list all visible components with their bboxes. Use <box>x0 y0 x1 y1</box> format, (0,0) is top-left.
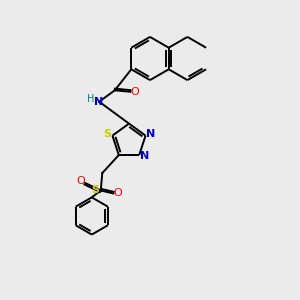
Text: S: S <box>103 129 111 139</box>
Text: N: N <box>146 129 155 139</box>
Text: O: O <box>113 188 122 199</box>
Text: H: H <box>86 94 94 104</box>
Text: N: N <box>94 97 103 107</box>
Text: O: O <box>76 176 85 187</box>
Text: S: S <box>92 185 99 196</box>
Text: O: O <box>130 87 139 97</box>
Text: N: N <box>140 151 149 161</box>
